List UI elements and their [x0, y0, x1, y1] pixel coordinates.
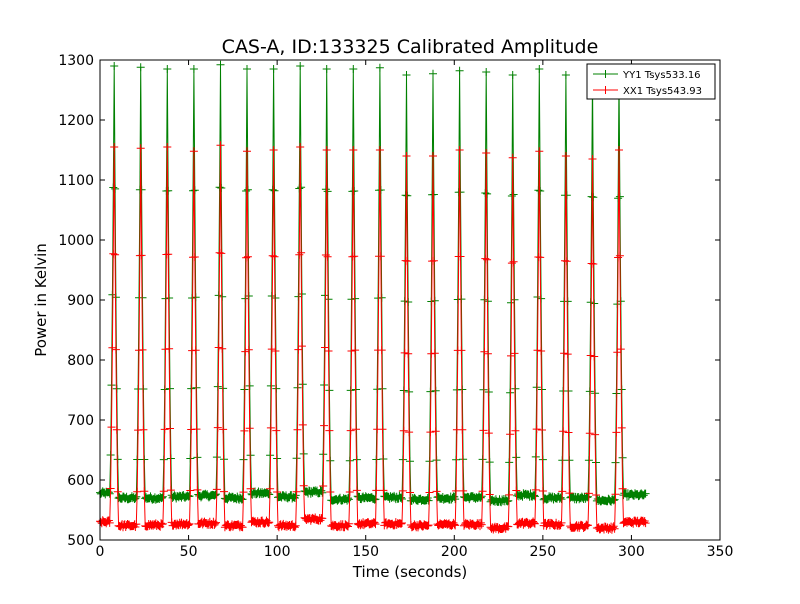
axes-layer: 0 50 100 150 200 250 300 350 500 600 700 800 900 1000… [58, 53, 733, 560]
x-tick-label: 150 [352, 544, 379, 560]
y-tick-label: 1100 [58, 173, 94, 189]
y-tick-label: 500 [67, 533, 94, 549]
y-tick-label: 600 [67, 473, 94, 489]
chart-title: CAS-A, ID:133325 Calibrated Amplitude [222, 36, 599, 58]
x-tick-label: 300 [618, 544, 645, 560]
y-tick-label: 900 [67, 293, 94, 309]
y-axis-label: Power in Kelvin [32, 243, 50, 357]
x-tick-label: 200 [441, 544, 468, 560]
series-layer [96, 60, 650, 534]
x-tick-label: 50 [180, 544, 198, 560]
y-tick-label: 700 [67, 413, 94, 429]
x-tick-label: 0 [96, 544, 105, 560]
x-tick-label: 100 [264, 544, 291, 560]
y-tick-label: 1300 [58, 53, 94, 69]
x-tick-label: 250 [529, 544, 556, 560]
legend-box [586, 63, 716, 100]
y-tick-label: 800 [67, 353, 94, 369]
series-xx1 [96, 141, 650, 534]
x-axis-label: Time (seconds) [352, 563, 468, 581]
y-tick-label: 1200 [58, 113, 94, 129]
y-tick-label: 1000 [58, 233, 94, 249]
x-tick-label: 350 [707, 544, 734, 560]
legend-label-yy1: YY1 Tsys533.16 [622, 70, 701, 81]
legend-label-xx1: XX1 Tsys543.93 [623, 86, 702, 97]
legend: YY1 Tsys533.16 XX1 Tsys543.93 [586, 63, 716, 100]
legend-marker-yy1 [601, 70, 610, 78]
legend-marker-xx1 [601, 86, 610, 94]
